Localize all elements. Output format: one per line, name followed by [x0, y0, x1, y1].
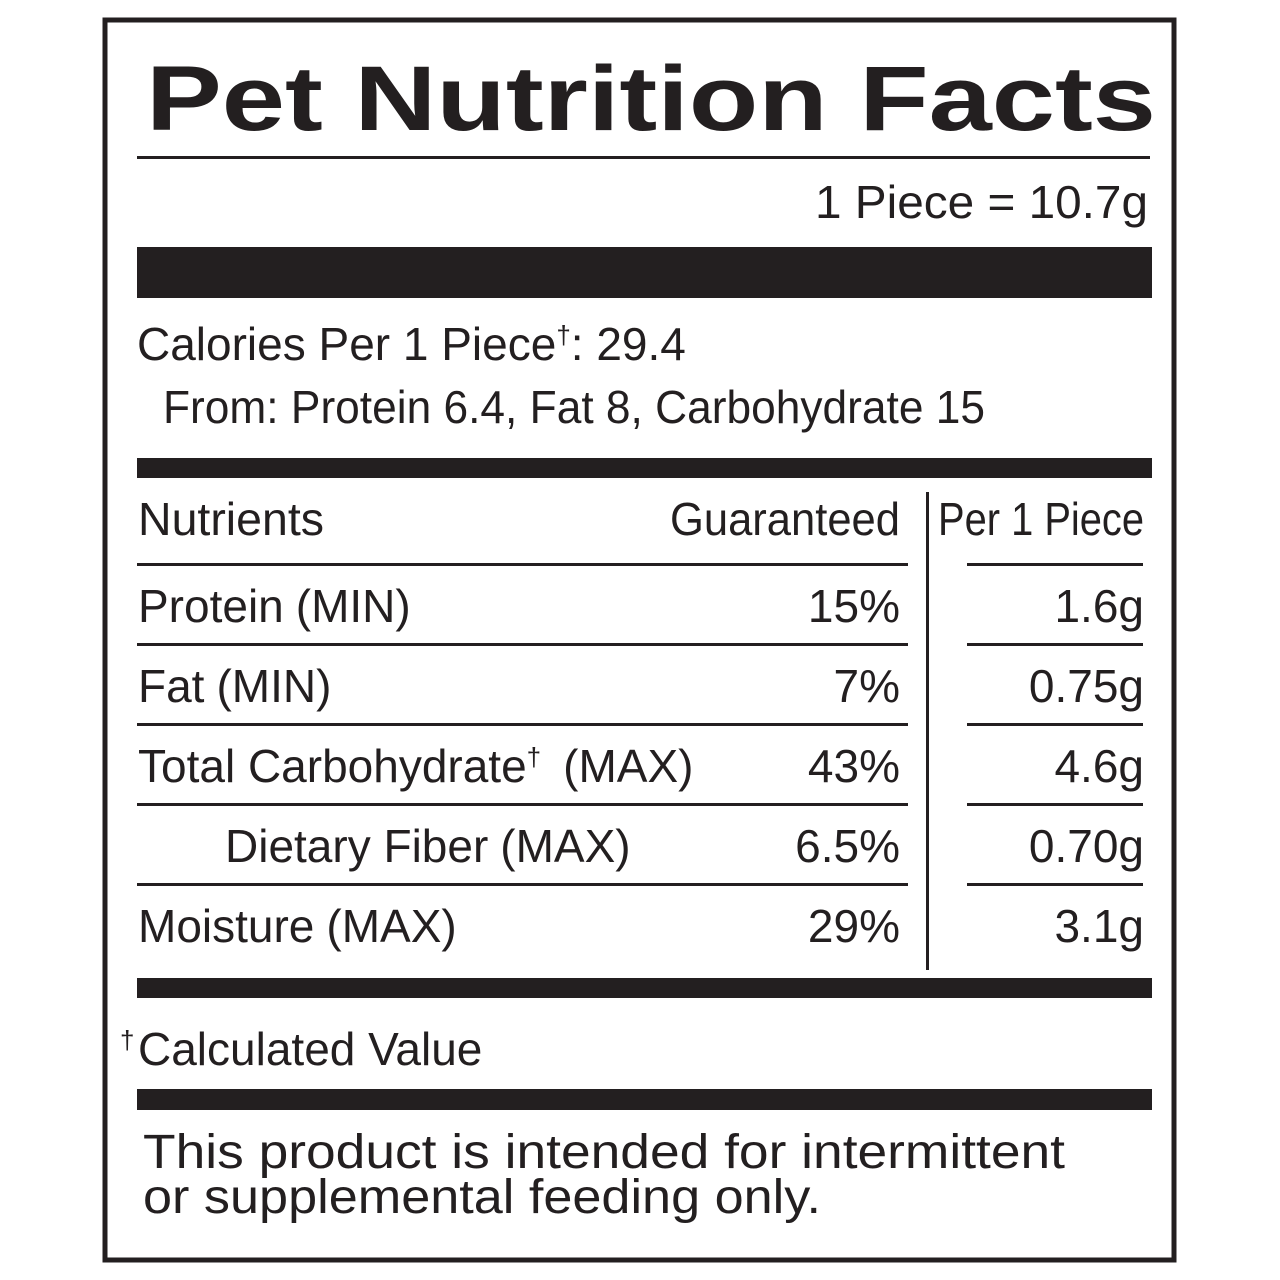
nutrient-name: Total Carbohydrate† (MAX)	[138, 740, 693, 792]
nutrient-name: Fat (MIN)	[138, 660, 331, 712]
dagger: †	[527, 742, 541, 772]
label-border	[102, 17, 1177, 1263]
row-rule	[137, 723, 908, 726]
guaranteed-value: 6.5%	[795, 820, 900, 872]
nutrient-name: Dietary Fiber (MAX)	[225, 820, 631, 872]
serving-size: 1 Piece = 10.7g	[815, 176, 1148, 228]
dagger: †	[120, 1025, 134, 1055]
per-piece-value: 1.6g	[1054, 580, 1144, 632]
nutrient-name: Protein (MIN)	[138, 580, 411, 632]
rule	[137, 156, 1150, 159]
nutrient-name: Moisture (MAX)	[138, 900, 457, 952]
column-divider	[926, 492, 929, 970]
qualifier: (MIN)	[296, 580, 411, 632]
thick-bar	[137, 1089, 1152, 1110]
nutrient: Total Carbohydrate	[138, 740, 527, 792]
qualifier: (MAX)	[563, 740, 693, 792]
header-per-piece: Per 1 Piece	[938, 493, 1144, 545]
calories: Calories Per 1 Piece†: 29.4	[137, 318, 686, 370]
calories-label: Calories Per 1 Piece	[137, 318, 556, 370]
guaranteed-value: 29%	[808, 900, 900, 952]
row-rule	[967, 723, 1143, 726]
per-piece-value: 0.75g	[1029, 660, 1144, 712]
qualifier: (MAX)	[500, 820, 630, 872]
per-piece-value: 0.70g	[1029, 820, 1144, 872]
calories-value: : 29.4	[571, 318, 686, 370]
thick-bar	[137, 978, 1152, 998]
nutrient: Dietary Fiber	[225, 820, 488, 872]
disclaimer-line: This product is intended for intermitten…	[143, 1126, 1065, 1179]
row-rule	[137, 563, 908, 566]
nutrient: Moisture	[138, 900, 314, 952]
nutrient: Protein	[138, 580, 284, 632]
row-rule	[137, 803, 908, 806]
row-rule	[967, 563, 1143, 566]
guaranteed-value: 7%	[834, 660, 900, 712]
row-rule	[967, 883, 1143, 886]
header-nutrients: Nutrients	[138, 493, 324, 545]
nutrient: Fat	[138, 660, 205, 712]
qualifier: (MIN)	[216, 660, 331, 712]
guaranteed-value: 43%	[808, 740, 900, 792]
disclaimer-line: or supplemental feeding only.	[143, 1171, 821, 1224]
qualifier: (MAX)	[326, 900, 456, 952]
calories-from: From: Protein 6.4, Fat 8, Carbohydrate 1…	[163, 381, 985, 433]
thick-bar	[137, 247, 1152, 298]
title: Pet Nutrition Facts	[146, 48, 1156, 150]
guaranteed-value: 15%	[808, 580, 900, 632]
row-rule	[967, 803, 1143, 806]
dagger: †	[556, 320, 570, 350]
footnote-text: Calculated Value	[138, 1023, 482, 1075]
header-guaranteed: Guaranteed	[670, 493, 900, 545]
per-piece-value: 4.6g	[1054, 740, 1144, 792]
row-rule	[967, 643, 1143, 646]
row-rule	[137, 883, 908, 886]
footnote: †Calculated Value	[120, 1023, 482, 1075]
row-rule	[137, 643, 908, 646]
per-piece-value: 3.1g	[1054, 900, 1144, 952]
thick-bar	[137, 458, 1152, 478]
